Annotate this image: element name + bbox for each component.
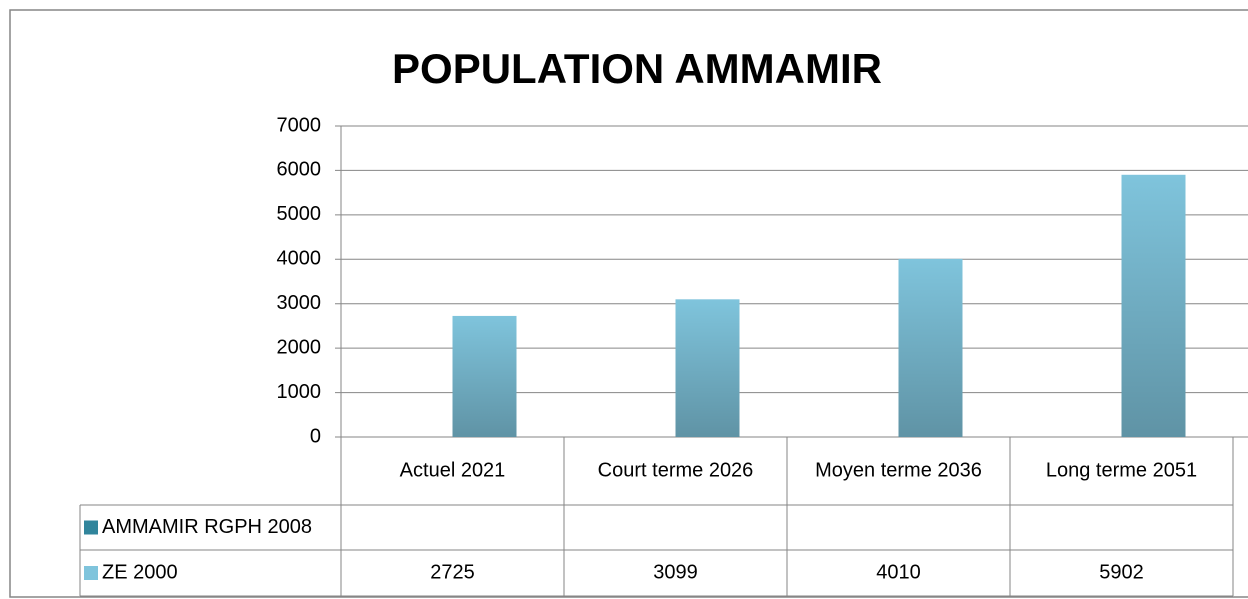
y-tick-label: 0 bbox=[310, 425, 321, 447]
x-tick-label: Actuel 2021 bbox=[400, 459, 506, 481]
chart-title: POPULATION AMMAMIR bbox=[392, 45, 882, 92]
legend-label: AMMAMIR RGPH 2008 bbox=[102, 516, 312, 538]
y-tick-label: 7000 bbox=[277, 114, 322, 136]
legend-label: ZE 2000 bbox=[102, 561, 178, 583]
x-tick-label: Long terme 2051 bbox=[1046, 459, 1197, 481]
y-tick-label: 5000 bbox=[277, 203, 322, 225]
table-value: 3099 bbox=[653, 561, 698, 583]
bar-shade bbox=[675, 299, 740, 437]
legend-key bbox=[84, 566, 98, 580]
bar-shade bbox=[1121, 174, 1186, 437]
x-tick-label: Court terme 2026 bbox=[598, 459, 754, 481]
y-tick-label: 3000 bbox=[277, 292, 322, 314]
y-tick-label: 4000 bbox=[277, 248, 322, 270]
bar-shade bbox=[898, 258, 963, 437]
table-value: 2725 bbox=[430, 561, 475, 583]
legend-key bbox=[84, 520, 98, 535]
x-tick-label: Moyen terme 2036 bbox=[815, 459, 982, 481]
bar-shade bbox=[452, 315, 517, 437]
table-value: 5902 bbox=[1099, 561, 1144, 583]
y-tick-label: 2000 bbox=[277, 336, 322, 358]
y-tick-label: 6000 bbox=[277, 159, 322, 181]
table-value: 4010 bbox=[876, 561, 921, 583]
y-tick-label: 1000 bbox=[277, 381, 322, 403]
